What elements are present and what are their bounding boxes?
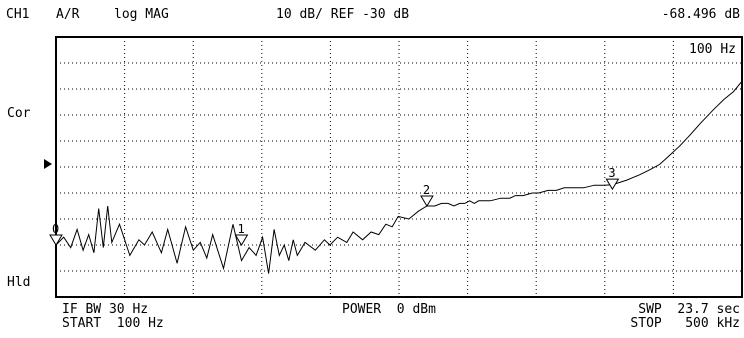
hld-label: Hld xyxy=(7,275,31,290)
graticule xyxy=(56,37,742,297)
trace-line xyxy=(55,80,743,274)
marker-triangle-icon xyxy=(234,234,249,246)
stop-frequency-label: STOP 500 kHz xyxy=(630,316,740,331)
marker-number-label: 2 xyxy=(423,183,430,197)
start-frequency-label: START 100 Hz xyxy=(62,316,164,331)
marker-triangle-icon xyxy=(420,195,434,207)
marker-number-label: 0 xyxy=(52,222,59,236)
scale-label: 10 dB/ REF -30 dB xyxy=(276,7,410,22)
marker-triangle-icon xyxy=(605,178,620,191)
channel-label: CH1 xyxy=(6,7,30,22)
marker-frequency-label: 100 Hz xyxy=(689,42,736,57)
cor-label: Cor xyxy=(7,106,31,121)
marker-number-label: 3 xyxy=(608,166,615,180)
sweep-time-label: SWP 23.7 sec xyxy=(638,302,740,317)
marker-number-label: 1 xyxy=(237,222,244,236)
if-bandwidth-label: IF BW 30 Hz xyxy=(62,302,149,317)
power-label: POWER 0 dBm xyxy=(342,302,436,317)
reference-position-icon xyxy=(44,159,52,169)
format-label: log MAG xyxy=(114,7,169,22)
marker-triangle-icon xyxy=(49,234,63,246)
measurement-label: A/R xyxy=(56,7,80,22)
marker-readout: -68.496 dB xyxy=(661,7,740,22)
marker-group: 0 1 2 3 xyxy=(49,166,620,246)
